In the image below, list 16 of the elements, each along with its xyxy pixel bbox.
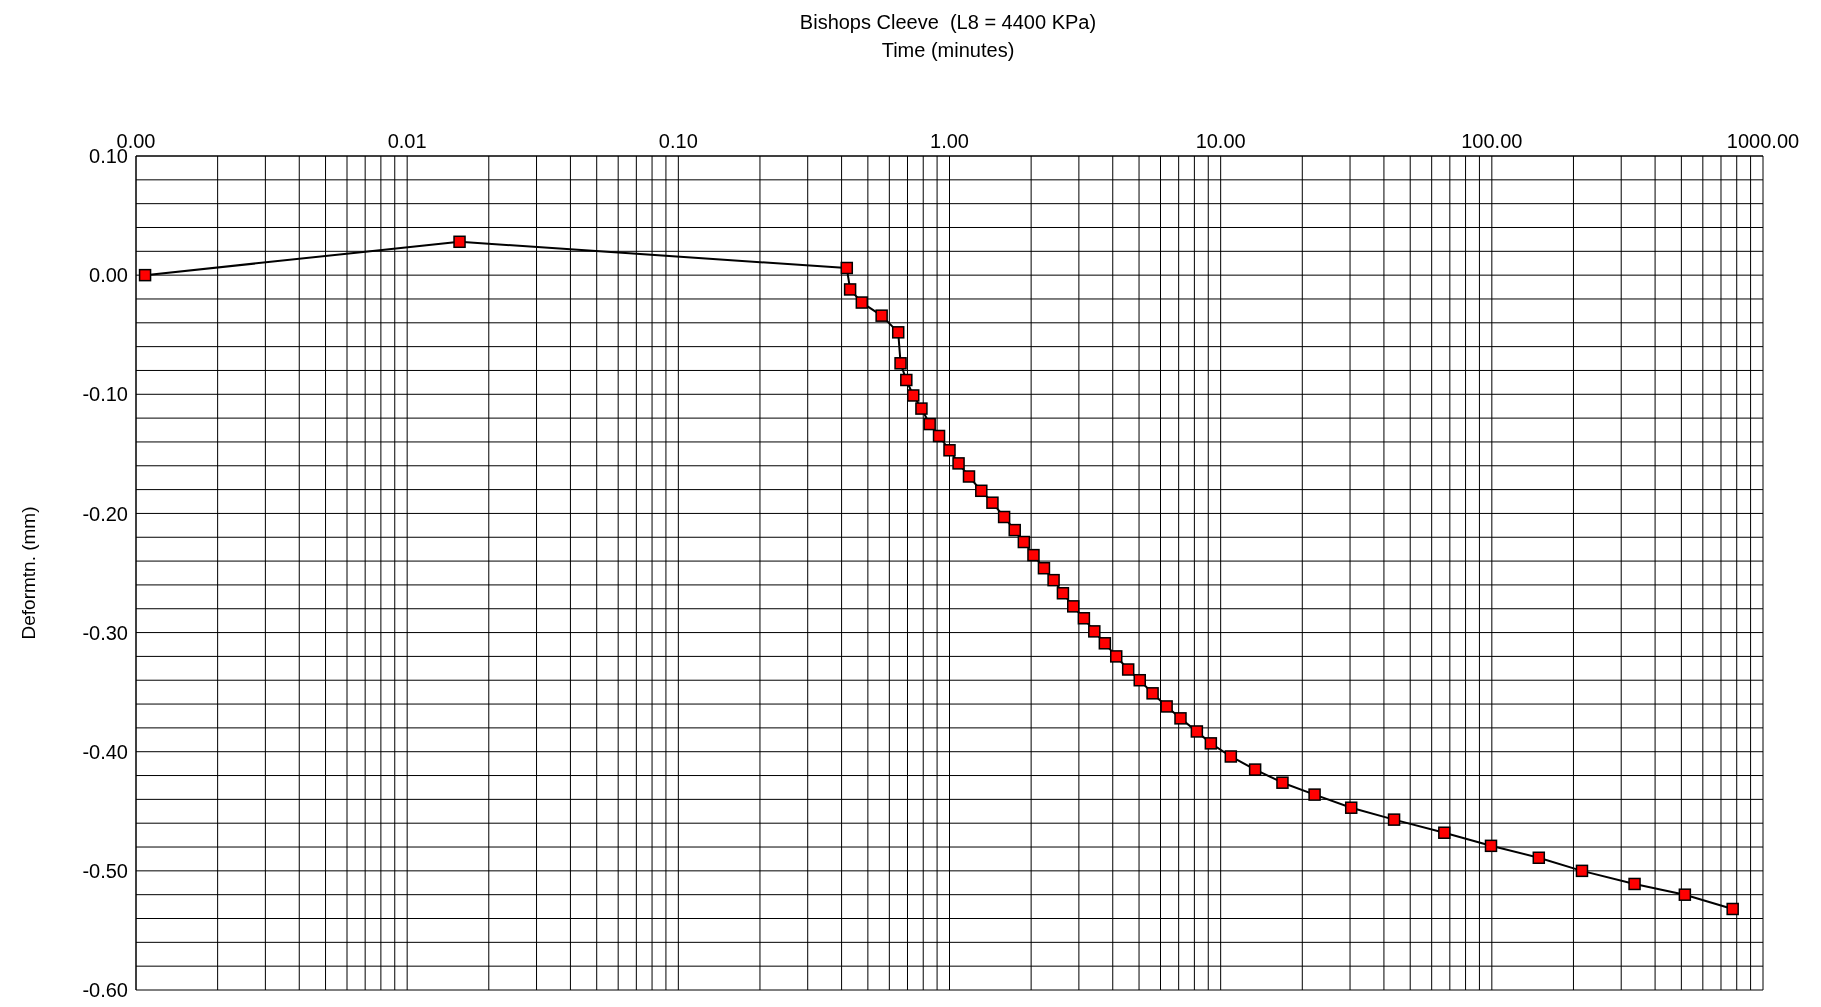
x-tick-label: 1000.00 (1726, 130, 1800, 152)
y-tick-label: -0.40 (82, 740, 128, 763)
x-tick-label: 0.01 (387, 130, 427, 152)
y-tick-label: -0.10 (82, 383, 128, 406)
chart-title: Bishops Cleeve (L8 = 4400 KPa) (798, 10, 1098, 35)
x-tick-label: 100.00 (1461, 130, 1523, 152)
x-tick-label: 10.00 (1195, 130, 1246, 152)
x-axis-title: Time (minutes) (880, 38, 1016, 63)
y-tick-label: -0.30 (82, 621, 128, 644)
y-tick-label: -0.60 (82, 979, 128, 1002)
y-tick-label: 0.00 (89, 264, 128, 287)
y-axis-title: Deformtn. (mm) (17, 506, 39, 640)
x-tick-label: 0.10 (658, 130, 698, 152)
y-tick-label: -0.50 (82, 859, 128, 882)
x-tick-label: 1.00 (930, 130, 969, 152)
y-tick-label: -0.20 (82, 502, 128, 525)
